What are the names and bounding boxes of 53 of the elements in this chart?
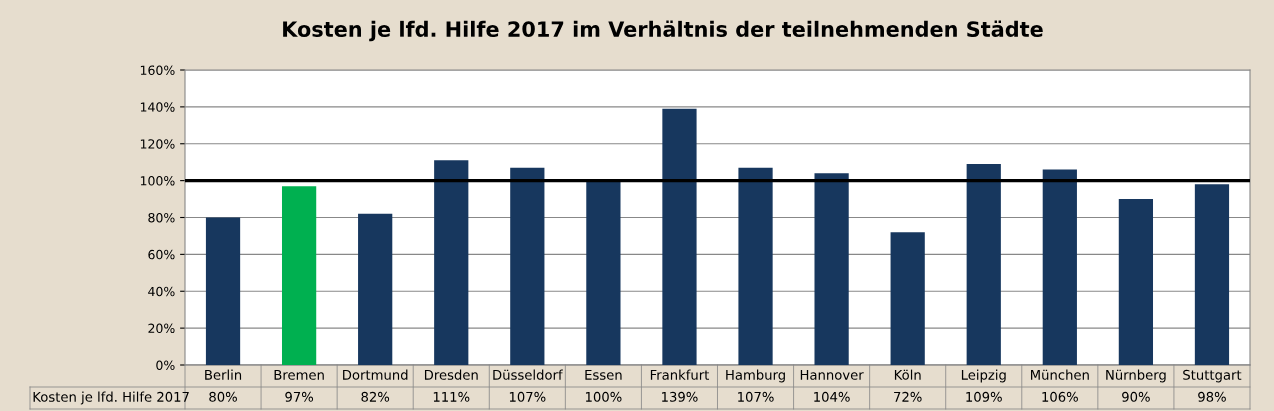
data-label: 109% bbox=[966, 391, 1002, 402]
y-tick-label: 40% bbox=[148, 286, 175, 297]
data-label: 98% bbox=[1198, 391, 1226, 402]
x-tick-label: Köln bbox=[894, 369, 921, 380]
bar bbox=[966, 164, 1001, 365]
y-tick-label: 60% bbox=[148, 249, 175, 260]
bar bbox=[510, 167, 545, 365]
x-tick-label: Berlin bbox=[205, 369, 242, 380]
data-label: 107% bbox=[738, 391, 774, 402]
data-label: 97% bbox=[285, 391, 314, 402]
y-tick-label: 80% bbox=[148, 212, 175, 223]
bar bbox=[1194, 184, 1230, 365]
x-tick-label: Dortmund bbox=[343, 369, 408, 380]
bar bbox=[358, 213, 393, 365]
x-tick-label: München bbox=[1031, 369, 1089, 380]
x-tick-label: Hannover bbox=[800, 370, 864, 380]
text: Kosten je lfd. Hilfe 2017 bbox=[33, 391, 189, 405]
x-tick-label: Hamburg bbox=[726, 369, 785, 383]
data-label: 106% bbox=[1042, 391, 1078, 402]
y-tick-label: 20% bbox=[148, 323, 175, 334]
x-tick-label: Frankfurt bbox=[650, 369, 710, 380]
chart-title: Kosten je lfd. Hilfe 2017 im Verhältnis der teilnehmenden Städte bbox=[283, 20, 1043, 42]
x-tick-label: Leipzig bbox=[961, 369, 1006, 383]
data-label: 72% bbox=[894, 391, 922, 402]
x-tick-label: Dresden bbox=[424, 369, 478, 380]
x-tick-label: Bremen bbox=[274, 370, 324, 380]
data-label: 100% bbox=[585, 391, 622, 402]
bar bbox=[814, 173, 849, 365]
bar bbox=[434, 160, 469, 365]
data-label: 90% bbox=[1122, 391, 1150, 402]
y-tick-label: 140% bbox=[140, 102, 175, 112]
data-label: 82% bbox=[361, 391, 390, 402]
data-label: 104% bbox=[814, 391, 850, 402]
bar bbox=[1118, 199, 1154, 365]
x-tick-label: Nürnberg bbox=[1106, 369, 1166, 383]
data-label: 139% bbox=[662, 391, 698, 402]
x-tick-label: Stuttgart bbox=[1183, 369, 1242, 383]
y-tick-label: 160% bbox=[140, 65, 175, 75]
x-tick-label: Essen bbox=[585, 370, 622, 380]
y-tick-label: 0% bbox=[156, 360, 175, 370]
bar bbox=[738, 167, 773, 365]
y-tick-label: 100% bbox=[140, 176, 175, 186]
y-tick-label: 120% bbox=[140, 139, 175, 149]
bar bbox=[1042, 169, 1077, 365]
bar bbox=[281, 186, 317, 365]
data-label: 80% bbox=[209, 391, 237, 402]
data-label: 111% bbox=[433, 391, 470, 402]
bar bbox=[205, 217, 241, 365]
x-tick-label: Düsseldorf bbox=[493, 369, 563, 380]
bar bbox=[890, 232, 925, 365]
bar bbox=[662, 108, 697, 365]
bar bbox=[586, 180, 621, 365]
data-label: 107% bbox=[509, 391, 546, 402]
